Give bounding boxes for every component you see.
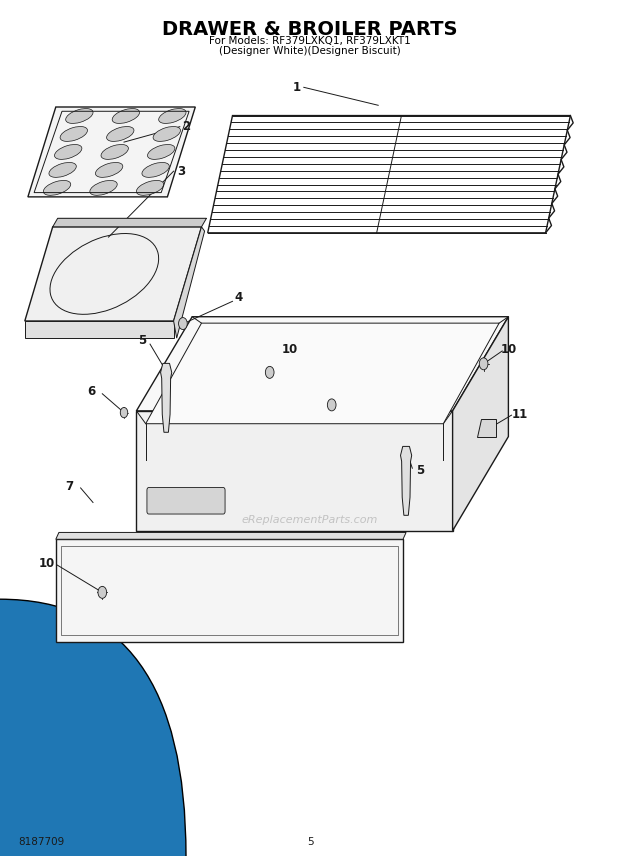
Polygon shape xyxy=(401,447,412,515)
FancyBboxPatch shape xyxy=(0,599,186,856)
Text: 7: 7 xyxy=(65,479,74,493)
Ellipse shape xyxy=(55,145,82,159)
Ellipse shape xyxy=(112,109,140,123)
Ellipse shape xyxy=(148,145,175,159)
Circle shape xyxy=(120,407,128,418)
Text: 5: 5 xyxy=(138,334,147,348)
Polygon shape xyxy=(161,364,172,432)
Text: 6: 6 xyxy=(87,384,96,398)
Polygon shape xyxy=(477,419,496,437)
Ellipse shape xyxy=(43,181,71,195)
Polygon shape xyxy=(56,532,406,539)
Ellipse shape xyxy=(49,163,76,177)
FancyBboxPatch shape xyxy=(147,488,225,514)
Text: eReplacementParts.com: eReplacementParts.com xyxy=(242,515,378,526)
Ellipse shape xyxy=(90,181,117,195)
Text: 10: 10 xyxy=(500,342,516,356)
Text: 3: 3 xyxy=(177,164,185,178)
Polygon shape xyxy=(208,116,570,233)
Text: 5: 5 xyxy=(416,464,425,478)
Polygon shape xyxy=(146,324,499,424)
Polygon shape xyxy=(25,227,202,321)
Ellipse shape xyxy=(136,181,164,195)
Ellipse shape xyxy=(60,127,87,141)
Circle shape xyxy=(327,399,336,411)
Ellipse shape xyxy=(142,163,169,177)
Ellipse shape xyxy=(159,109,186,123)
Text: (Designer White)(Designer Biscuit): (Designer White)(Designer Biscuit) xyxy=(219,45,401,56)
Text: 11: 11 xyxy=(512,407,528,421)
Polygon shape xyxy=(28,107,195,197)
Text: 2: 2 xyxy=(182,120,190,134)
Polygon shape xyxy=(136,411,453,531)
Text: 5: 5 xyxy=(307,837,313,847)
Ellipse shape xyxy=(95,163,123,177)
Polygon shape xyxy=(25,321,174,338)
Polygon shape xyxy=(136,317,508,411)
Text: 8187709: 8187709 xyxy=(19,837,65,847)
Ellipse shape xyxy=(153,127,180,141)
Circle shape xyxy=(98,586,107,598)
Circle shape xyxy=(265,366,274,378)
Text: 10: 10 xyxy=(38,556,55,570)
Text: For Models: RF379LXKQ1, RF379LXKT1: For Models: RF379LXKQ1, RF379LXKT1 xyxy=(209,36,411,46)
Polygon shape xyxy=(53,218,206,227)
Ellipse shape xyxy=(101,145,128,159)
Ellipse shape xyxy=(66,109,93,123)
Circle shape xyxy=(479,358,488,370)
Text: 10: 10 xyxy=(281,342,298,356)
Polygon shape xyxy=(453,317,508,531)
Circle shape xyxy=(179,318,187,330)
Polygon shape xyxy=(174,227,205,338)
Text: DRAWER & BROILER PARTS: DRAWER & BROILER PARTS xyxy=(162,20,458,39)
Ellipse shape xyxy=(107,127,134,141)
Polygon shape xyxy=(56,539,403,642)
Text: 1: 1 xyxy=(292,80,301,94)
Text: 4: 4 xyxy=(234,291,243,305)
